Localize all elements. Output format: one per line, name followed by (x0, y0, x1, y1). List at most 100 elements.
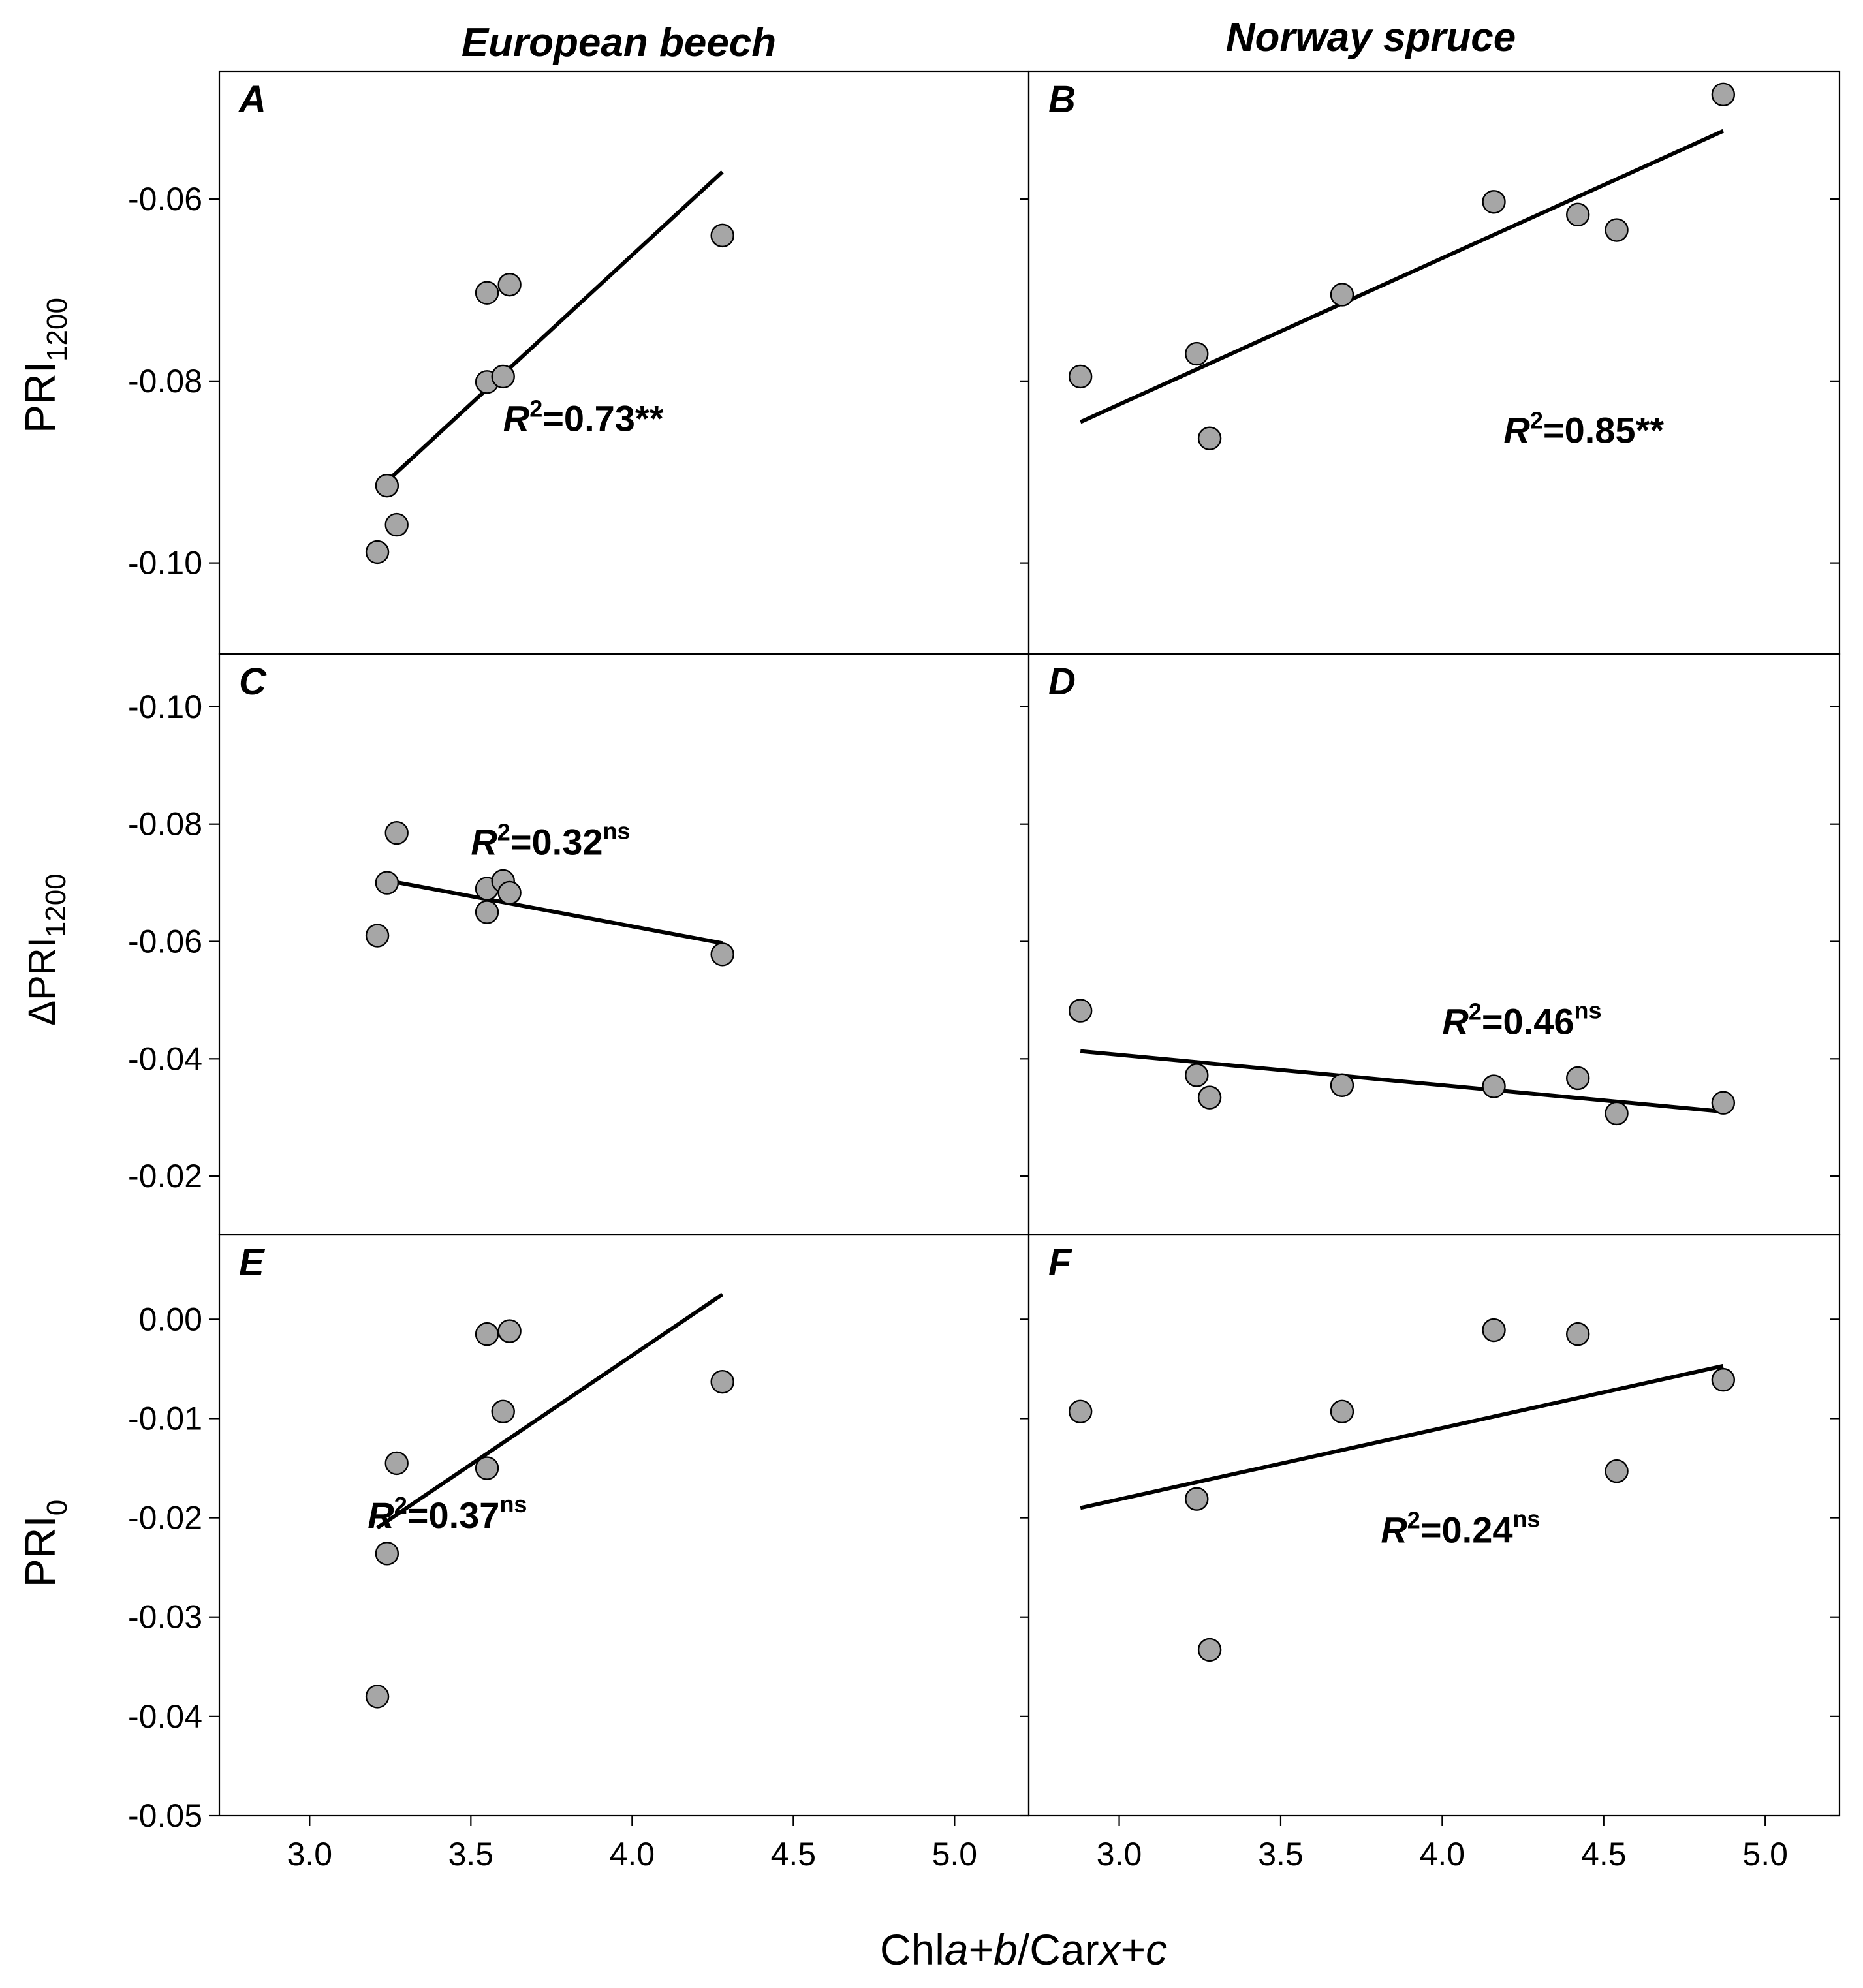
fit-line-D (1080, 1049, 1724, 1114)
data-point-E-3 (384, 1451, 409, 1476)
data-point-D-3 (1197, 1085, 1222, 1110)
data-point-E-4 (475, 1322, 499, 1346)
data-point-F-4 (1330, 1399, 1354, 1424)
panel-frame-A (218, 70, 1030, 655)
data-point-E-2 (375, 1542, 399, 1566)
y-tick-label: -0.10 (128, 689, 202, 725)
data-marks (365, 82, 1736, 1709)
y-tick-label: -0.06 (128, 924, 202, 960)
data-point-A-6 (491, 364, 515, 389)
data-point-C-1 (365, 924, 390, 948)
data-point-F-5 (1482, 1318, 1506, 1343)
data-point-C-4 (475, 900, 499, 924)
data-point-D-4 (1330, 1073, 1354, 1097)
data-point-A-2 (375, 473, 399, 498)
r-squared-B: R2=0.85** (1503, 407, 1664, 451)
y-axis-label-row-3: PRI0 (16, 1500, 73, 1588)
data-point-F-1 (1068, 1399, 1093, 1424)
x-axis-label: Chla+b/Carx+c (880, 1925, 1167, 1974)
y-tick-label: -0.04 (128, 1040, 202, 1077)
fit-line-F (1080, 1363, 1724, 1510)
data-point-F-7 (1605, 1459, 1629, 1483)
data-point-A-1 (365, 540, 390, 565)
x-tick-label: 4.0 (610, 1836, 655, 1872)
panel-frames (218, 70, 1841, 1817)
data-point-F-6 (1565, 1322, 1590, 1346)
svg-text:PRI1200: PRI1200 (16, 298, 73, 433)
r-squared-C: R2=0.32ns (471, 817, 630, 862)
x-tick-label: 3.5 (1258, 1836, 1304, 1872)
x-tick-label: 3.5 (448, 1836, 494, 1872)
y-axis-label-row-2: ΔPRI1200 (21, 873, 72, 1025)
x-tick-label: 3.0 (287, 1836, 333, 1872)
data-point-C-3 (384, 820, 409, 845)
data-point-B-3 (1197, 426, 1222, 450)
data-point-D-2 (1185, 1063, 1209, 1087)
panel-frame-C (218, 653, 1030, 1236)
axis-ticks (209, 198, 1840, 1826)
panel-letter-C: C (239, 660, 267, 703)
x-tick-label: 4.5 (771, 1836, 817, 1872)
panel-letter-F: F (1048, 1241, 1072, 1284)
x-tick-label: 4.5 (1581, 1836, 1627, 1872)
r-squared-E: R2=0.37ns (368, 1491, 527, 1536)
panel-frame-B (1027, 70, 1841, 655)
r-squared-D: R2=0.46ns (1442, 997, 1601, 1042)
data-point-D-5 (1482, 1074, 1506, 1098)
data-point-E-6 (491, 1399, 515, 1424)
data-point-F-2 (1185, 1487, 1209, 1511)
y-tick-label: -0.03 (128, 1599, 202, 1636)
y-tick-label: -0.08 (128, 806, 202, 843)
data-point-C-8 (710, 942, 734, 967)
data-point-E-1 (365, 1685, 390, 1709)
data-point-B-6 (1565, 202, 1590, 227)
svg-text:PRI0: PRI0 (16, 1500, 73, 1588)
panel-letter-E: E (239, 1241, 266, 1284)
x-tick-label: 3.0 (1097, 1836, 1142, 1872)
data-point-E-8 (710, 1369, 734, 1394)
data-point-D-7 (1605, 1101, 1629, 1126)
y-tick-label: -0.06 (128, 181, 202, 217)
panel-letter-B: B (1048, 78, 1076, 121)
data-point-B-4 (1330, 283, 1354, 307)
data-point-D-6 (1565, 1066, 1590, 1091)
data-point-E-7 (497, 1319, 522, 1343)
column-title-spruce: Norway spruce (1226, 15, 1516, 60)
data-point-B-2 (1185, 341, 1209, 366)
fit-line-A (376, 170, 724, 492)
r-squared-A: R2=0.73** (503, 396, 664, 439)
fit-line-C (377, 877, 723, 946)
data-point-A-7 (497, 272, 522, 297)
data-point-B-7 (1605, 218, 1629, 242)
y-tick-label: -0.02 (128, 1500, 202, 1536)
panel-frame-D (1027, 653, 1841, 1236)
panel-labels: -0.06 -0.08 -0.10 -0.10 -0.08 -0.06 -0.04 -0.02… (128, 78, 1788, 1872)
y-tick-label: 0.00 (139, 1301, 202, 1337)
svg-text:ΔPRI1200: ΔPRI1200 (21, 873, 72, 1025)
data-point-C-2 (375, 871, 399, 895)
panel-letter-D: D (1048, 660, 1076, 703)
data-point-C-7 (497, 880, 522, 905)
y-tick-label: -0.01 (128, 1400, 202, 1437)
data-point-B-8 (1711, 82, 1736, 107)
data-point-A-4 (475, 281, 499, 305)
y-tick-label: -0.02 (128, 1158, 202, 1194)
y-axis-label-row-1: PRI1200 (16, 298, 73, 433)
column-title-beech: European beech (462, 20, 776, 65)
y-tick-label: -0.05 (128, 1797, 202, 1834)
data-point-D-8 (1711, 1091, 1736, 1115)
data-point-D-1 (1068, 999, 1093, 1023)
fit-line-B (1079, 129, 1725, 424)
data-point-F-8 (1711, 1367, 1736, 1392)
y-tick-label: -0.10 (128, 545, 202, 582)
data-point-E-5 (475, 1456, 499, 1480)
panel-frame-E (218, 1234, 1030, 1817)
x-tick-label: 5.0 (932, 1836, 978, 1872)
data-point-F-3 (1197, 1638, 1222, 1662)
x-tick-label: 4.0 (1420, 1836, 1465, 1872)
fit-line-E (376, 1292, 724, 1530)
x-tick-label: 5.0 (1742, 1836, 1788, 1872)
data-point-B-1 (1068, 364, 1093, 389)
y-tick-label: -0.08 (128, 363, 202, 399)
y-tick-label: -0.04 (128, 1698, 202, 1735)
